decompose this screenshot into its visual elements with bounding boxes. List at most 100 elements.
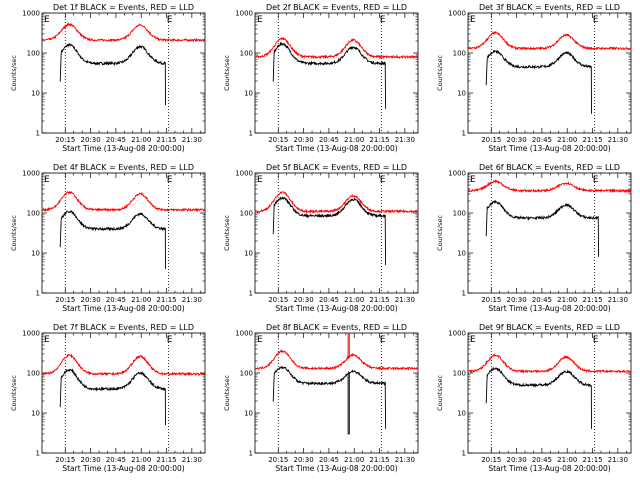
y-axis-label: Counts/sec bbox=[10, 215, 18, 251]
y-tick-label: 1 bbox=[36, 290, 40, 298]
series-line-events bbox=[485, 199, 600, 257]
series-line-events bbox=[485, 49, 592, 114]
series-line-lld bbox=[41, 190, 205, 213]
y-tick-label: 10 bbox=[457, 250, 466, 258]
x-tick-label: 20:30 bbox=[81, 136, 101, 144]
y-tick-label: 1 bbox=[462, 130, 466, 138]
x-tick-label: 21:30 bbox=[608, 136, 628, 144]
y-axis-label: Counts/sec bbox=[436, 55, 444, 91]
x-tick-label: 20:15 bbox=[55, 296, 75, 304]
x-tick-label: 21:30 bbox=[608, 296, 628, 304]
x-axis-label: Start Time (13-Aug-08 20:00:00) bbox=[275, 464, 397, 473]
x-tick-label: 20:30 bbox=[507, 296, 527, 304]
x-tick-label: 21:30 bbox=[395, 296, 415, 304]
y-tick-label: 10 bbox=[31, 250, 40, 258]
x-tick-label: 20:30 bbox=[81, 296, 101, 304]
x-tick-label: 21:15 bbox=[156, 296, 176, 304]
x-tick-label: 20:15 bbox=[55, 136, 75, 144]
y-axis-label: Counts/sec bbox=[223, 375, 231, 411]
event-marker-label: E bbox=[44, 175, 50, 185]
x-axis-label: Start Time (13-Aug-08 20:00:00) bbox=[275, 144, 397, 153]
y-tick-label: 100 bbox=[240, 370, 253, 378]
x-tick-label: 21:00 bbox=[344, 136, 364, 144]
x-tick-label: 20:45 bbox=[106, 296, 126, 304]
y-tick-label: 10 bbox=[31, 90, 40, 98]
series-line-lld bbox=[41, 22, 206, 43]
x-tick-label: 21:30 bbox=[182, 456, 202, 464]
plot-frame bbox=[41, 12, 206, 134]
y-axis-label: Counts/sec bbox=[223, 215, 231, 251]
x-tick-label: 20:30 bbox=[507, 456, 527, 464]
x-axis-label: Start Time (13-Aug-08 20:00:00) bbox=[62, 304, 184, 313]
x-tick-label: 20:15 bbox=[268, 296, 288, 304]
x-tick-label: 20:30 bbox=[294, 456, 314, 464]
series-line-lld bbox=[254, 332, 419, 372]
y-tick-label: 1 bbox=[249, 130, 253, 138]
plot-frame bbox=[254, 172, 419, 294]
y-tick-label: 1 bbox=[36, 450, 40, 458]
y-tick-label: 100 bbox=[240, 50, 253, 58]
y-tick-label: 1 bbox=[36, 130, 40, 138]
y-axis-label: Counts/sec bbox=[10, 375, 18, 411]
series-line-lld bbox=[41, 353, 205, 377]
chart-title: Det 6f BLACK = Events, RED = LLD bbox=[479, 163, 620, 172]
chart-panel: Det 9f BLACK = Events, RED = LLD 1 10 100 10… bbox=[436, 323, 632, 473]
x-tick-label: 20:15 bbox=[268, 456, 288, 464]
chart-panel: Det 4f BLACK = Events, RED = LLD 1 10 100 10… bbox=[10, 163, 206, 313]
x-tick-label: 20:30 bbox=[81, 456, 101, 464]
y-tick-label: 1000 bbox=[235, 10, 253, 18]
x-tick-label: 20:45 bbox=[532, 296, 552, 304]
x-tick-label: 21:15 bbox=[156, 456, 176, 464]
x-axis-label: Start Time (13-Aug-08 20:00:00) bbox=[488, 144, 610, 153]
series-line-lld bbox=[467, 31, 632, 51]
y-tick-label: 10 bbox=[457, 410, 466, 418]
x-tick-label: 21:00 bbox=[344, 456, 364, 464]
x-tick-label: 21:00 bbox=[131, 296, 151, 304]
x-tick-label: 21:15 bbox=[582, 296, 602, 304]
event-marker-label: E bbox=[593, 175, 599, 185]
y-tick-label: 1000 bbox=[22, 170, 40, 178]
event-marker-label: E bbox=[167, 335, 173, 345]
event-marker-label: E bbox=[470, 175, 476, 185]
series-line-events bbox=[272, 195, 387, 266]
y-tick-label: 1000 bbox=[235, 170, 253, 178]
chart-panel: Det 8f BLACK = Events, RED = LLD 1 10 100 10… bbox=[223, 323, 419, 473]
x-tick-label: 21:15 bbox=[369, 296, 389, 304]
y-tick-label: 1000 bbox=[235, 330, 253, 338]
event-marker-label: E bbox=[167, 15, 173, 25]
chart-title: Det 7f BLACK = Events, RED = LLD bbox=[53, 323, 194, 332]
x-tick-label: 21:00 bbox=[131, 136, 151, 144]
y-tick-label: 10 bbox=[457, 90, 466, 98]
x-tick-label: 21:30 bbox=[395, 456, 415, 464]
x-tick-label: 21:00 bbox=[557, 456, 577, 464]
x-tick-label: 20:15 bbox=[481, 456, 501, 464]
event-marker-label: E bbox=[380, 15, 386, 25]
y-tick-label: 1000 bbox=[22, 10, 40, 18]
x-tick-label: 21:00 bbox=[344, 296, 364, 304]
plot-frame bbox=[467, 332, 632, 454]
y-tick-label: 1000 bbox=[448, 10, 466, 18]
x-tick-label: 20:15 bbox=[268, 136, 288, 144]
x-tick-label: 21:15 bbox=[156, 136, 176, 144]
event-marker-label: E bbox=[167, 175, 173, 185]
chart-title: Det 9f BLACK = Events, RED = LLD bbox=[479, 323, 620, 332]
x-tick-label: 20:45 bbox=[532, 136, 552, 144]
x-tick-label: 20:30 bbox=[294, 136, 314, 144]
chart-title: Det 1f BLACK = Events, RED = LLD bbox=[53, 3, 194, 12]
series-line-events bbox=[272, 365, 387, 435]
event-marker-label: E bbox=[593, 335, 599, 345]
event-marker-label: E bbox=[380, 175, 386, 185]
event-marker-label: E bbox=[44, 15, 50, 25]
event-marker-label: E bbox=[257, 15, 263, 25]
y-tick-label: 10 bbox=[244, 410, 253, 418]
x-tick-label: 21:15 bbox=[582, 136, 602, 144]
chart-title: Det 2f BLACK = Events, RED = LLD bbox=[266, 3, 407, 12]
y-tick-label: 1000 bbox=[448, 330, 466, 338]
y-tick-label: 100 bbox=[27, 50, 40, 58]
x-tick-label: 21:00 bbox=[131, 456, 151, 464]
chart-panel: Det 7f BLACK = Events, RED = LLD 1 10 100 10… bbox=[10, 323, 206, 473]
event-marker-label: E bbox=[380, 335, 386, 345]
y-tick-label: 100 bbox=[453, 210, 466, 218]
x-tick-label: 20:15 bbox=[55, 456, 75, 464]
x-tick-label: 21:30 bbox=[182, 296, 202, 304]
